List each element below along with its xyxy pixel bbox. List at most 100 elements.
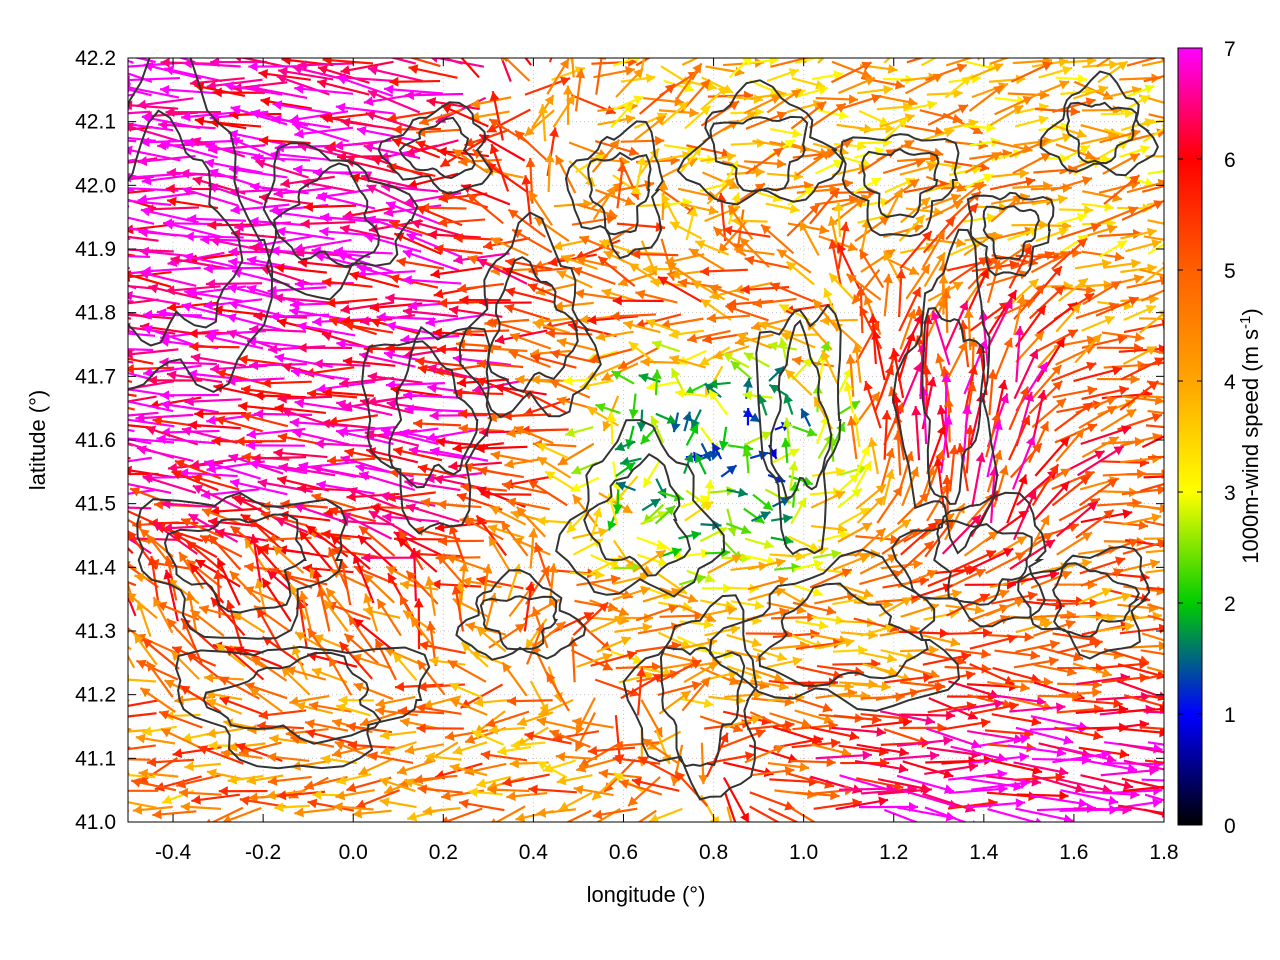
wind-vector [904, 100, 938, 112]
wind-vector [1147, 219, 1164, 225]
wind-vector [744, 431, 773, 446]
x-tick-label: 1.4 [969, 841, 999, 864]
y-tick-label: 41.2 [75, 684, 116, 707]
wind-vector [489, 90, 504, 141]
wind-vector [615, 67, 644, 98]
wind-vector [527, 283, 573, 304]
wind-vector [183, 252, 242, 270]
wind-vector [547, 253, 598, 267]
wind-vector [1097, 60, 1129, 84]
wind-vector [194, 408, 247, 419]
wind-vector [275, 226, 335, 241]
wind-vector [815, 94, 859, 105]
wind-vector [1028, 265, 1063, 305]
x-tick-label: 0.0 [339, 841, 368, 864]
wind-vector [883, 58, 892, 64]
wind-vector [524, 109, 555, 137]
wind-vector [1140, 289, 1164, 302]
wind-vector [690, 409, 702, 430]
wind-vector [235, 436, 285, 447]
wind-vector [294, 126, 354, 139]
wind-vector [429, 446, 489, 462]
y-tick-label: 41.6 [75, 429, 116, 452]
colorbar-tick-label: 6 [1224, 149, 1236, 172]
wind-vector [685, 206, 698, 241]
wind-vector [274, 263, 327, 274]
wind-vector [356, 125, 415, 142]
wind-vector [486, 108, 531, 134]
colorbar-tick-label: 4 [1224, 371, 1236, 394]
wind-vector [784, 368, 813, 396]
wind-vector [863, 380, 882, 429]
wind-vector [858, 109, 890, 126]
wind-vector [128, 546, 134, 555]
wind-vector [1050, 176, 1093, 192]
wind-vector [513, 425, 554, 445]
wind-vector [240, 384, 291, 397]
wind-vector [158, 119, 216, 130]
wind-vector [148, 283, 203, 301]
wind-vector [987, 369, 998, 416]
wind-vector [1030, 250, 1071, 274]
wind-vector [490, 450, 533, 463]
wind-vector [509, 332, 552, 350]
wind-vector [425, 313, 485, 327]
wind-vector [128, 83, 129, 84]
wind-vector [128, 157, 158, 164]
wind-vector [968, 62, 1004, 80]
x-tick-label: 1.0 [789, 841, 818, 864]
wind-vector [1051, 361, 1097, 382]
wind-vector [1053, 401, 1094, 432]
wind-vector [128, 476, 129, 480]
colorbar-title-sup: -1 [1237, 316, 1254, 329]
wind-vector [314, 438, 373, 449]
wind-vector [897, 331, 916, 382]
wind-vector [557, 442, 595, 466]
wind-vector [303, 201, 357, 212]
wind-vector [392, 124, 441, 135]
wind-vector [708, 389, 729, 416]
colorbar-tick-label: 5 [1224, 260, 1236, 283]
wind-vector [725, 304, 769, 322]
wind-vector [128, 235, 159, 242]
wind-vector [342, 356, 396, 367]
wind-vector [646, 381, 678, 392]
wind-vector [128, 456, 152, 463]
colorbar-title: 1000m-wind speed (m s-1) [1237, 308, 1263, 563]
wind-vector [142, 309, 202, 320]
wind-vector [635, 155, 647, 190]
wind-vector [1145, 424, 1164, 429]
wind-vector [906, 58, 925, 64]
wind-vector [730, 360, 753, 380]
wind-vector [657, 275, 703, 303]
wind-vector [1148, 113, 1164, 119]
wind-vector [874, 364, 895, 412]
wind-vector [189, 341, 240, 352]
wind-vector [367, 371, 423, 384]
wind-vector [564, 425, 594, 438]
wind-vector [549, 349, 596, 364]
wind-vector [475, 443, 528, 454]
wind-vector [610, 370, 635, 385]
wind-vector [403, 390, 463, 401]
wind-vector [402, 306, 459, 318]
wind-vector [859, 123, 895, 134]
wind-vector [128, 284, 154, 290]
wind-vector [728, 58, 752, 79]
wind-vector [246, 336, 306, 349]
wind-vector [277, 66, 334, 81]
wind-vector [128, 110, 151, 115]
wind-vector [635, 289, 678, 304]
wind-vector [458, 408, 508, 419]
wind-vector [335, 399, 393, 417]
wind-vector [277, 393, 333, 404]
wind-vector [273, 186, 332, 199]
x-tick-label: 1.2 [879, 841, 908, 864]
colorbar-tick-label: 2 [1224, 593, 1236, 616]
colorbar-tick-label: 0 [1224, 815, 1236, 838]
wind-vector [386, 321, 445, 337]
wind-vector [851, 343, 862, 383]
wind-vector [833, 141, 867, 152]
wind-vector [254, 390, 307, 401]
wind-vector [376, 312, 436, 323]
